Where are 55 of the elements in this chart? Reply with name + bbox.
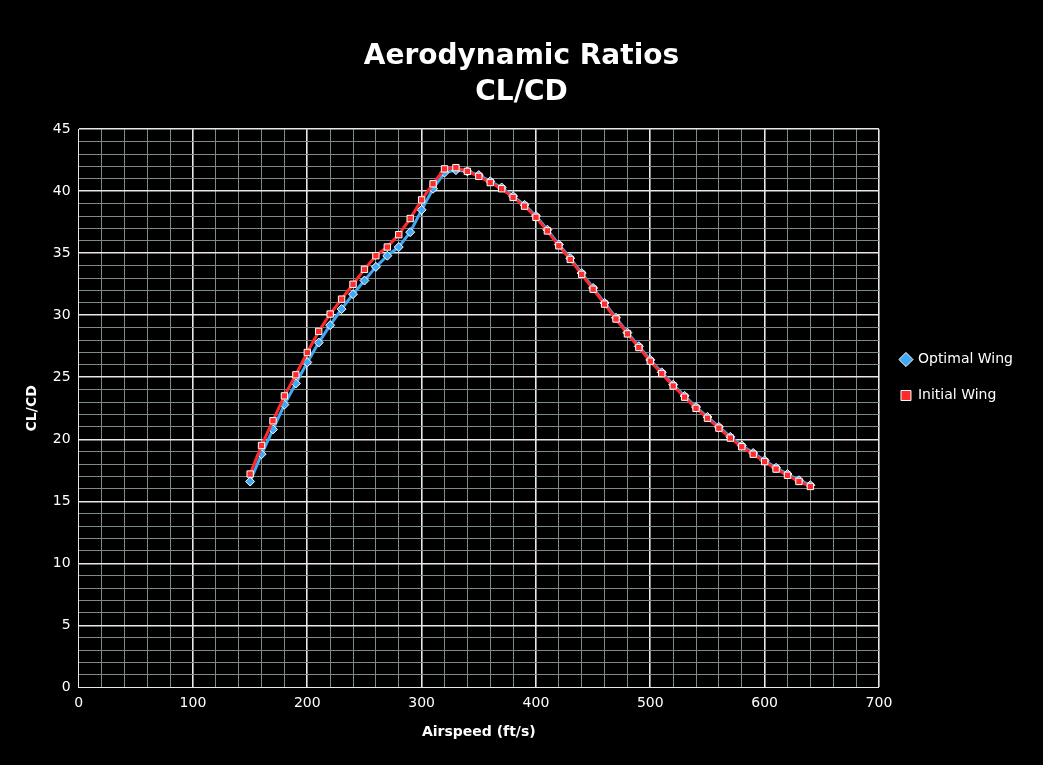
point — [280, 392, 289, 400]
point — [315, 327, 323, 336]
point — [245, 476, 256, 487]
point — [429, 180, 437, 188]
point — [416, 204, 427, 215]
y-tick-label: 5 — [61, 616, 71, 633]
x-tick-label: 200 — [293, 694, 321, 711]
y-tick-label: 35 — [52, 243, 71, 260]
y-tick-label: 10 — [52, 554, 71, 570]
point — [372, 252, 380, 260]
y-tick-label: 45 — [52, 119, 71, 136]
y-tick-label: 15 — [52, 491, 71, 508]
point — [383, 243, 392, 251]
point — [393, 242, 404, 253]
point — [269, 417, 277, 425]
point — [303, 348, 311, 357]
point — [395, 230, 403, 239]
y-tick-label: 30 — [52, 305, 71, 322]
legend-label: Initial Wing — [917, 386, 997, 403]
point — [440, 165, 449, 173]
point — [382, 250, 393, 261]
point — [452, 163, 460, 172]
x-tick-label: 300 — [408, 694, 435, 711]
point — [257, 441, 266, 450]
point — [325, 320, 336, 331]
chart-subtitle: CL/CD — [475, 73, 568, 107]
point — [349, 280, 357, 288]
x-tick-label: 100 — [179, 694, 207, 711]
x-tick-label: 0 — [74, 694, 84, 711]
point — [246, 470, 254, 478]
point — [370, 261, 381, 272]
point — [313, 337, 324, 348]
y-tick-label: 25 — [52, 367, 71, 384]
point — [348, 289, 359, 300]
y-tick-label: 0 — [61, 678, 71, 695]
point — [292, 371, 300, 379]
y-axis-title: CL/CD — [23, 385, 40, 432]
x-tick-label: 500 — [636, 694, 664, 711]
point — [336, 304, 347, 315]
chart-title: Aerodynamic Ratios — [363, 38, 680, 72]
x-tick-label: 400 — [522, 694, 550, 711]
x-tick-label: 600 — [751, 694, 778, 711]
point — [359, 275, 370, 286]
point — [405, 227, 416, 238]
x-axis-title: Airspeed (ft/s) — [421, 723, 536, 740]
point — [337, 295, 346, 303]
point — [417, 196, 426, 204]
legend-label: Optimal Wing — [917, 350, 1013, 367]
point — [360, 265, 369, 274]
point — [406, 214, 414, 223]
y-tick-label: 20 — [52, 429, 71, 446]
x-tick-label: 700 — [865, 694, 893, 711]
y-tick-label: 40 — [52, 181, 71, 198]
point — [302, 357, 313, 368]
point — [326, 310, 334, 318]
